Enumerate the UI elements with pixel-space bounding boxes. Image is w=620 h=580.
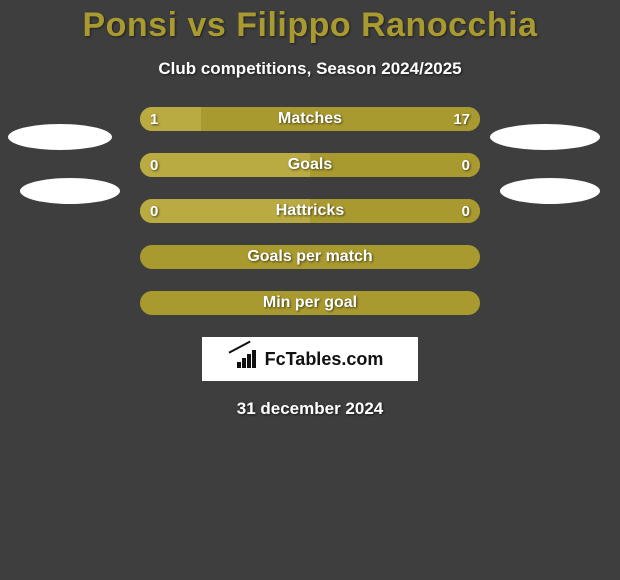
comparison-infographic: Ponsi vs Filippo Ranocchia Club competit…: [0, 0, 620, 580]
player-right-photo-placeholder-1: [490, 124, 600, 150]
stat-value-right: 0: [462, 153, 470, 177]
bar-chart-icon: [237, 350, 259, 368]
stat-row-hattricks: 00Hattricks: [140, 199, 480, 223]
stat-value-right: 17: [453, 107, 470, 131]
stat-value-left: 0: [150, 199, 158, 223]
page-title: Ponsi vs Filippo Ranocchia: [0, 0, 620, 45]
player-left-photo-placeholder-2: [20, 178, 120, 204]
stat-row-matches: 117Matches: [140, 107, 480, 131]
stat-fill-right: [310, 199, 480, 223]
player-right-photo-placeholder-2: [500, 178, 600, 204]
stat-fill-left: [140, 199, 310, 223]
stat-row-min-per-goal: Min per goal: [140, 291, 480, 315]
logo-text: FcTables.com: [265, 349, 384, 370]
stat-fill-right: [310, 153, 480, 177]
player-left-photo-placeholder-1: [8, 124, 112, 150]
stat-fill-right: [201, 107, 480, 131]
fctables-logo: FcTables.com: [202, 337, 418, 381]
stat-row-goals: 00Goals: [140, 153, 480, 177]
stat-value-right: 0: [462, 199, 470, 223]
date-label: 31 december 2024: [0, 399, 620, 419]
stat-row-goals-per-match: Goals per match: [140, 245, 480, 269]
subtitle: Club competitions, Season 2024/2025: [0, 59, 620, 79]
stat-value-left: 1: [150, 107, 158, 131]
stat-value-left: 0: [150, 153, 158, 177]
stat-fill-left: [140, 153, 310, 177]
